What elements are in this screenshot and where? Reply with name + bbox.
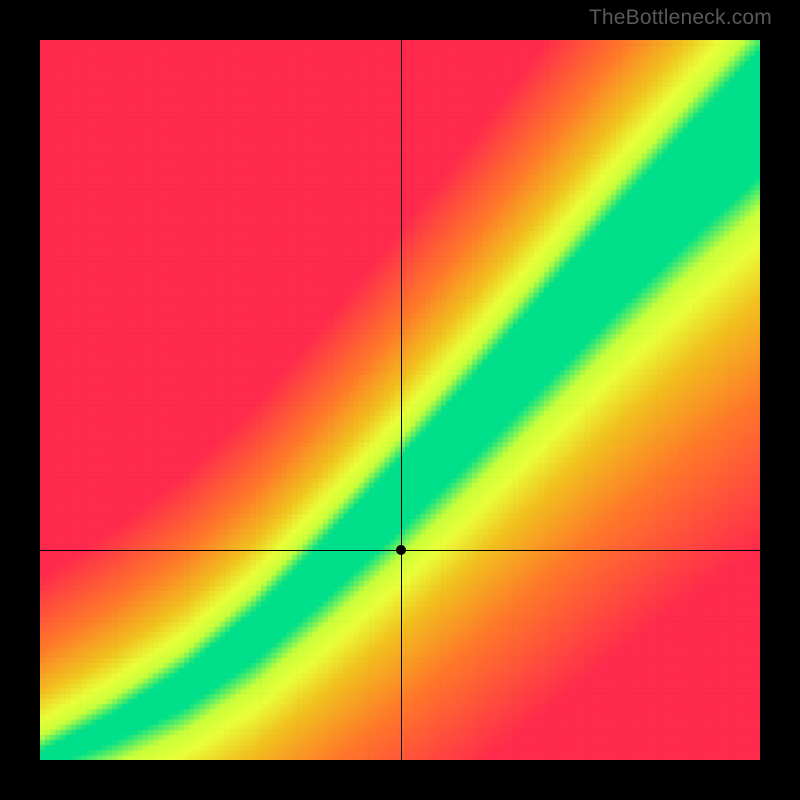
crosshair-vertical — [401, 40, 402, 760]
heatmap-plot — [40, 40, 760, 760]
watermark-text: TheBottleneck.com — [589, 6, 772, 30]
crosshair-marker — [396, 545, 406, 555]
